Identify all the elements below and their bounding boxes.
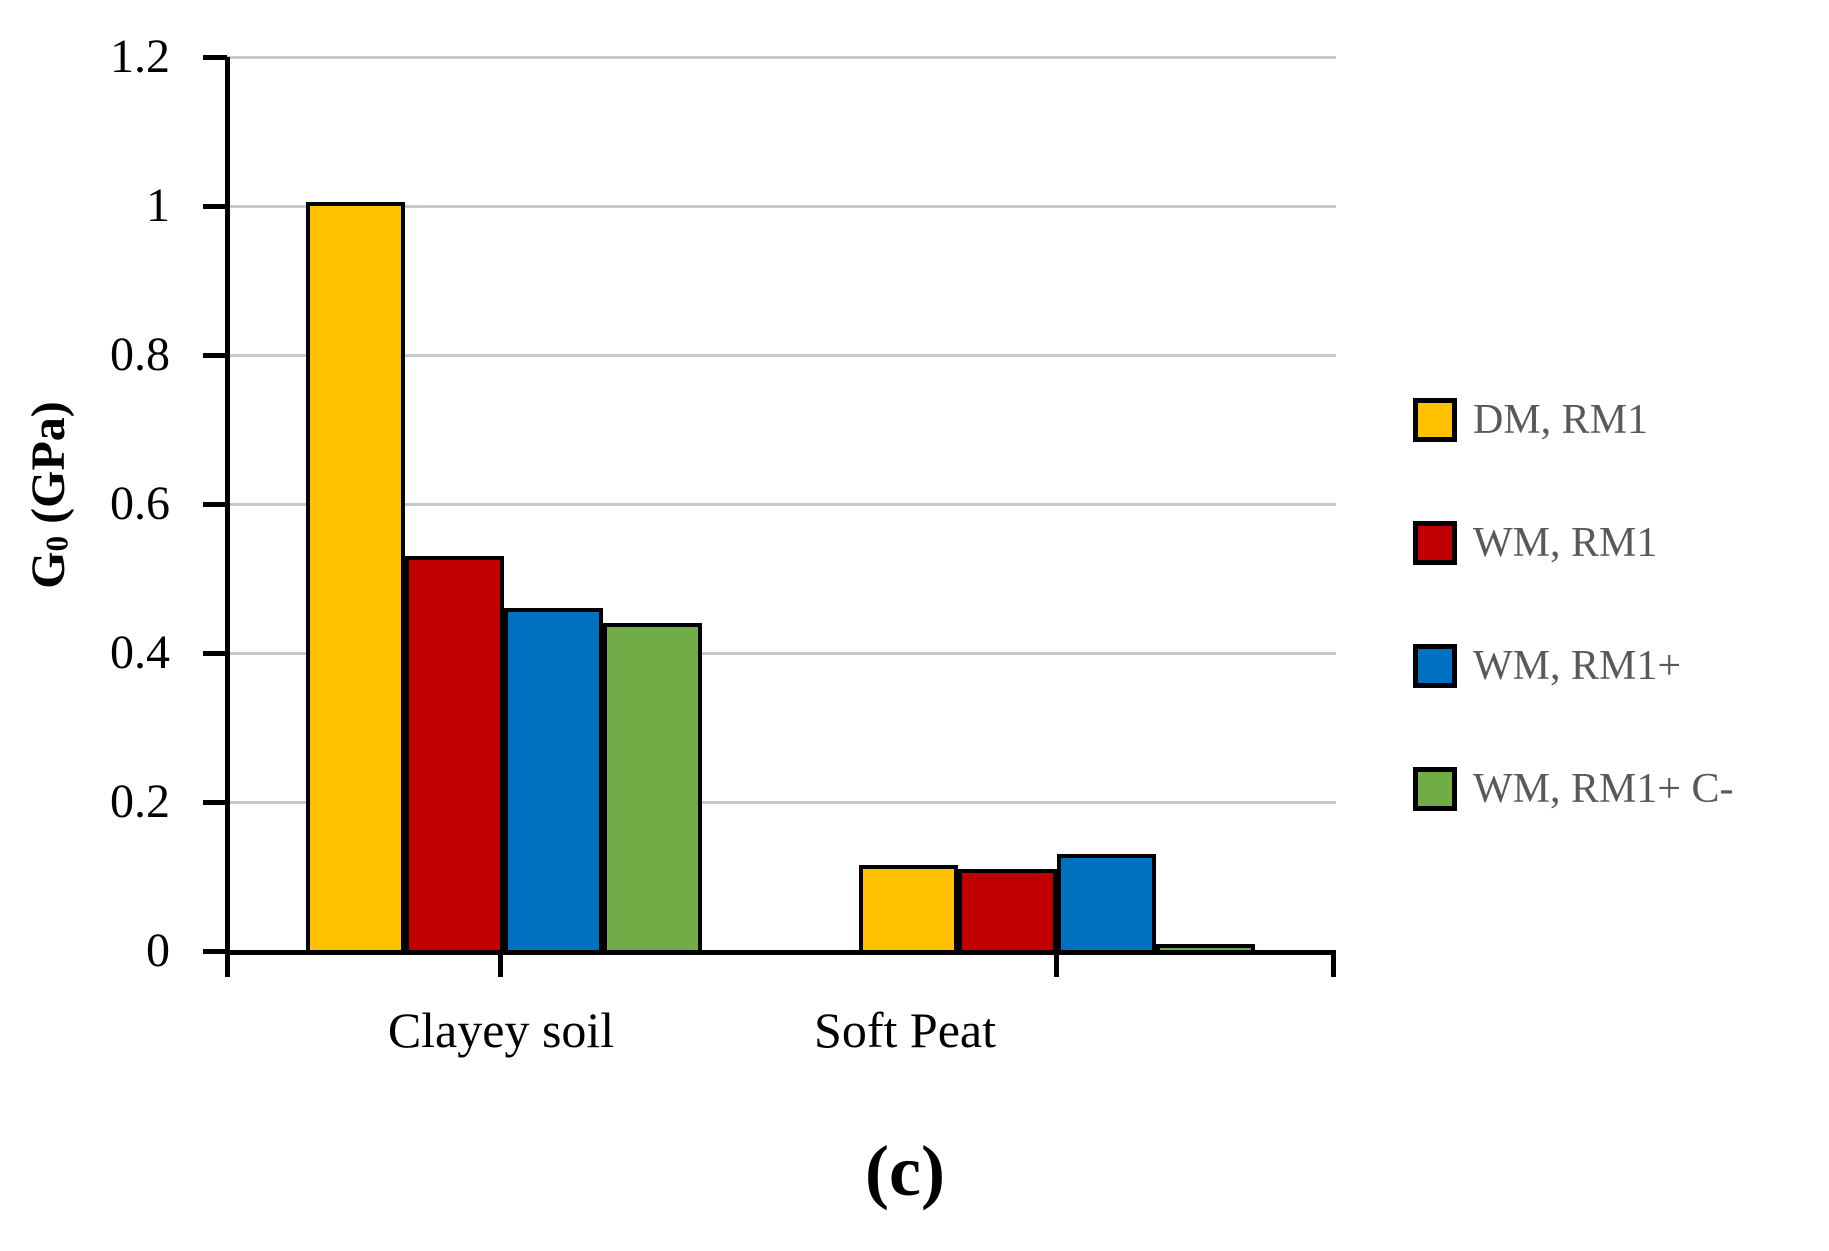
y-tick	[203, 353, 227, 358]
legend-label: WM, RM1	[1473, 520, 1658, 566]
y-tick	[203, 502, 227, 507]
y-tick	[203, 55, 227, 60]
gridline	[227, 205, 1336, 208]
bar-wm-rm1-soft-peat	[958, 869, 1057, 954]
x-axis-line	[225, 950, 1336, 955]
legend-item-dm-rm1: DM, RM1	[1413, 398, 1734, 442]
figure-caption: (c)	[865, 1131, 945, 1211]
bar-wm-rm1-clayey-soil	[405, 556, 504, 954]
bar-wm-rm1-soft-peat	[1057, 854, 1156, 954]
x-tick	[1054, 950, 1059, 977]
legend-swatch-wm-rm1	[1413, 644, 1457, 688]
legend-swatch-dm-rm1	[1413, 398, 1457, 442]
y-axis-title-main: G	[22, 551, 75, 589]
y-axis-title: G0 (GPa)	[17, 195, 81, 795]
legend-label: WM, RM1+ C-	[1473, 766, 1734, 812]
y-axis-title-units: (GPa)	[22, 401, 75, 536]
x-tick	[225, 950, 230, 977]
legend-label: DM, RM1	[1473, 397, 1649, 443]
legend-item-wm-rm1: WM, RM1+	[1413, 644, 1734, 688]
y-tick	[203, 800, 227, 805]
y-tick-label: 0.2	[110, 775, 170, 828]
gridline	[227, 652, 1336, 655]
bar-wm-rm1-c-clayey-soil	[603, 623, 702, 954]
bar-wm-rm1-clayey-soil	[504, 608, 603, 954]
y-axis-title-subscript: 0	[39, 535, 75, 552]
gridline	[227, 503, 1336, 506]
legend-label: WM, RM1+	[1473, 643, 1682, 689]
x-tick	[1331, 950, 1336, 977]
bar-dm-rm1-soft-peat	[859, 865, 958, 954]
x-category-label-clayey-soil: Clayey soil	[387, 1002, 615, 1058]
y-tick-label: 1.2	[110, 30, 170, 83]
y-tick-label: 0	[146, 924, 170, 977]
legend-item-wm-rm1: WM, RM1	[1413, 521, 1734, 565]
y-tick	[203, 651, 227, 656]
y-tick-label: 0.8	[110, 328, 170, 381]
legend: DM, RM1 WM, RM1 WM, RM1+ WM, RM1+ C-	[1413, 398, 1734, 890]
y-tick	[203, 204, 227, 209]
gridline	[227, 801, 1336, 804]
x-tick	[498, 950, 503, 977]
gridline	[227, 354, 1336, 357]
y-axis-line	[225, 57, 230, 956]
x-category-label-soft-peat: Soft Peat	[814, 1002, 996, 1058]
y-tick	[203, 949, 227, 954]
gridline	[227, 56, 1336, 59]
legend-item-wm-rm1-c: WM, RM1+ C-	[1413, 767, 1734, 811]
y-tick-label: 0.4	[110, 626, 170, 679]
y-tick-label: 0.6	[110, 477, 170, 530]
legend-swatch-wm-rm1-c	[1413, 767, 1457, 811]
legend-swatch-wm-rm1	[1413, 521, 1457, 565]
bar-dm-rm1-clayey-soil	[306, 202, 405, 954]
y-tick-label: 1	[146, 179, 170, 232]
